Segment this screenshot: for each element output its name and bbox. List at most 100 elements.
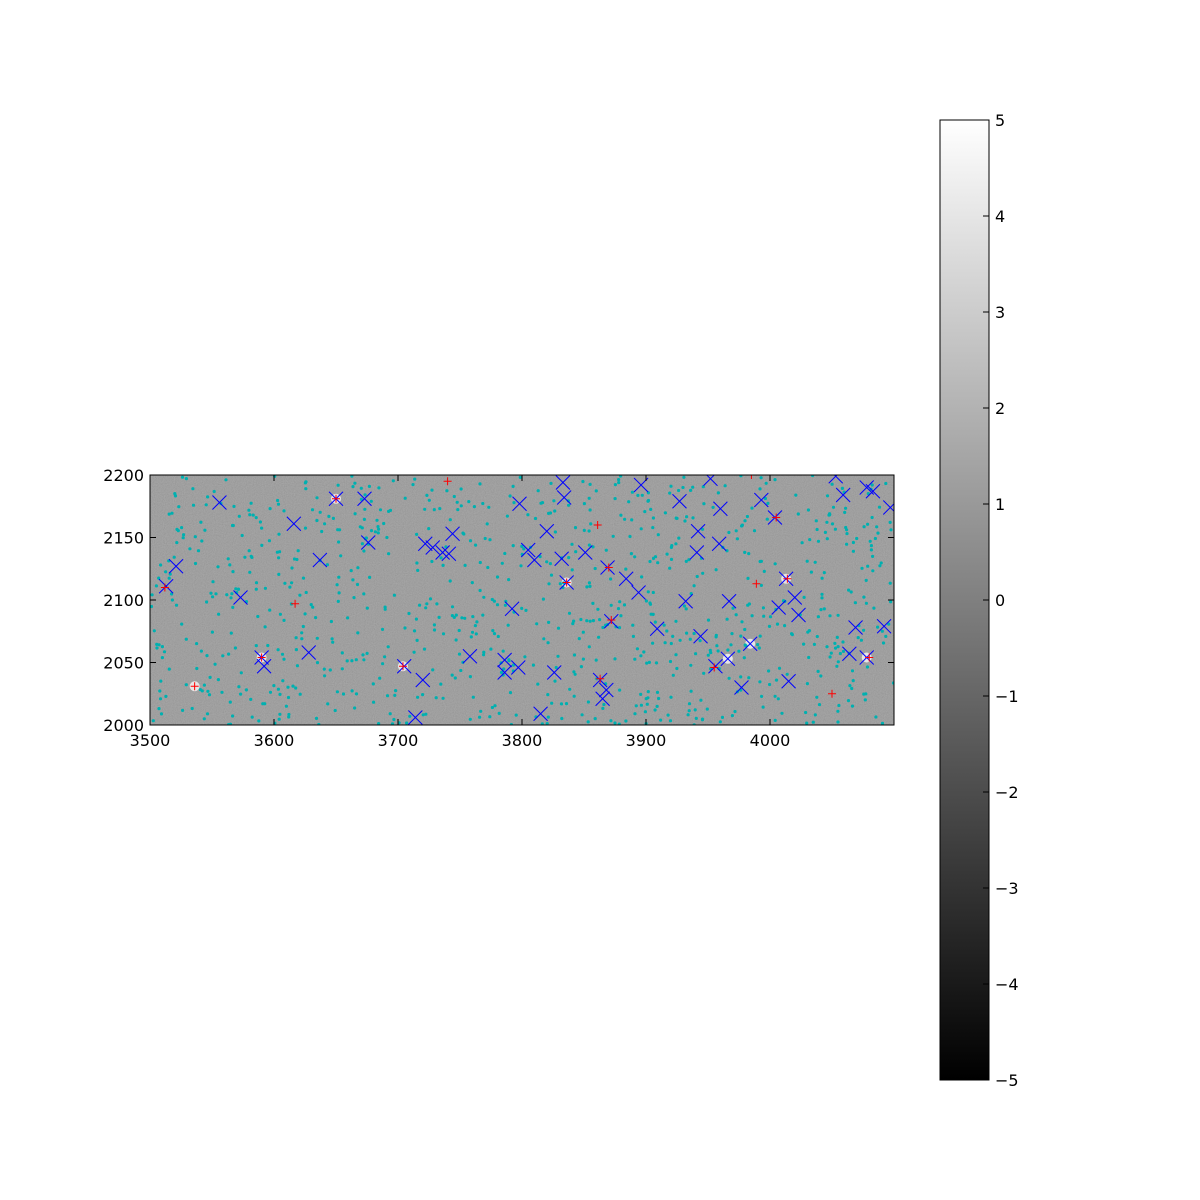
cyan-detection (216, 565, 220, 569)
x-marker (649, 621, 665, 637)
cyan-detection (349, 569, 353, 573)
cyan-detection (214, 592, 218, 596)
cyan-detection (541, 597, 546, 601)
cyan-detection (478, 588, 482, 593)
cyan-detection (572, 670, 576, 674)
cyan-detection (735, 537, 740, 541)
cyan-detection (644, 697, 648, 701)
cyan-detection (891, 681, 894, 685)
cyan-detection (170, 511, 174, 515)
cyan-detection (773, 562, 777, 566)
cyan-detection (800, 541, 804, 545)
cyan-detection (567, 611, 572, 615)
x-marker (546, 665, 562, 680)
cyan-detection (333, 708, 337, 713)
cyan-detection (196, 549, 201, 553)
cyan-detection (323, 522, 327, 526)
cyan-detection (805, 721, 809, 725)
cyan-detection (591, 619, 596, 623)
cyan-detection (587, 645, 591, 649)
cyan-detection (548, 511, 553, 515)
cyan-detection (304, 480, 308, 484)
cyan-detection (577, 637, 581, 641)
x-marker (708, 658, 723, 674)
cyan-detection (351, 578, 355, 582)
cyan-detection (841, 640, 845, 644)
cyan-detection (730, 632, 734, 636)
cyan-detection (160, 645, 164, 649)
cyan-detection (276, 648, 280, 652)
cyan-detection (567, 556, 571, 560)
cyan-detection (425, 602, 429, 606)
cyan-detection (545, 560, 549, 564)
cyan-detection (546, 641, 550, 645)
cyan-detection (261, 702, 265, 706)
cyan-detection (325, 563, 329, 567)
cyan-detection (448, 579, 452, 583)
cyan-detection (491, 629, 495, 633)
cyan-detection (474, 632, 478, 636)
cyan-detection (485, 522, 489, 526)
cyan-detection (687, 709, 691, 713)
x-marker (720, 651, 736, 667)
cyan-detection (205, 712, 210, 716)
cyan-detection (460, 616, 464, 620)
red-plus-markers (160, 475, 874, 698)
cyan-detection (587, 543, 592, 547)
cyan-detection (232, 504, 236, 508)
cyan-detection (499, 661, 503, 665)
cyan-detection (889, 528, 893, 532)
cyan-detection (715, 644, 719, 648)
cyan-detection (585, 585, 589, 589)
x-marker (286, 516, 302, 532)
x-marker (504, 601, 520, 617)
cyan-detection (636, 493, 640, 497)
cyan-detection (639, 692, 643, 697)
cyan-detection (833, 641, 837, 646)
cyan-detection (598, 618, 602, 622)
cyan-detection (337, 540, 341, 544)
cyan-detection (653, 708, 657, 712)
cyan-detection (403, 626, 407, 630)
cyan-detection (199, 649, 203, 653)
cyan-detection (376, 525, 380, 529)
cyan-detection (157, 707, 161, 711)
cyan-detection (155, 642, 159, 647)
cyan-detection (833, 646, 838, 650)
cyan-detection (351, 485, 355, 489)
cyan-detection (693, 708, 697, 712)
cyan-detection (360, 542, 364, 546)
cyan-detection (553, 509, 557, 513)
cyan-detection (617, 722, 621, 725)
cyan-detection (843, 510, 847, 514)
cyan-detection (689, 689, 693, 693)
cyan-detection (311, 605, 315, 609)
cyan-detection (454, 613, 458, 617)
cyan-detection (629, 552, 634, 556)
cyan-detection (836, 720, 840, 724)
cyan-detection (850, 686, 854, 691)
plus-marker (607, 616, 616, 624)
plus-marker (710, 663, 719, 672)
cyan-detection (437, 615, 441, 620)
cyan-detection (533, 516, 538, 521)
cyan-detection (768, 615, 773, 619)
cyan-detection (597, 635, 601, 639)
cyan-detection (277, 556, 281, 560)
cyan-detection (802, 642, 806, 646)
cyan-detection (193, 535, 197, 539)
cyan-detection (227, 652, 231, 656)
cyan-detection (580, 713, 584, 717)
cyan-detection (847, 588, 851, 592)
cyan-detection (646, 498, 651, 503)
cyan-detection (705, 707, 709, 711)
cyan-detection (747, 602, 752, 606)
cyan-detection (542, 637, 546, 641)
cyan-detection (229, 631, 233, 635)
cyan-detection (825, 520, 829, 524)
cyan-detection (734, 529, 738, 533)
cyan-detection (184, 477, 188, 481)
cyan-detection (730, 714, 735, 718)
x-marker (357, 491, 372, 507)
